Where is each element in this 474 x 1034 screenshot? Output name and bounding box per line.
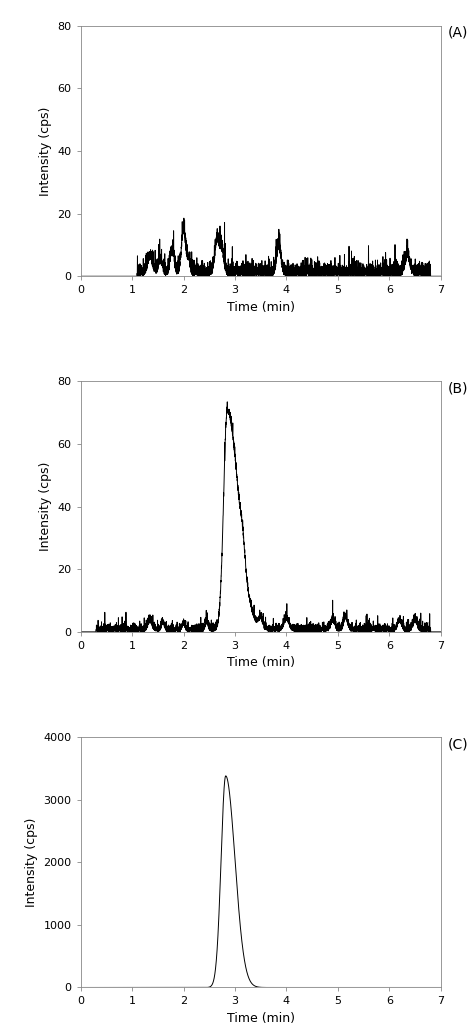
X-axis label: Time (min): Time (min) [227,657,295,669]
Text: (C): (C) [448,737,469,751]
X-axis label: Time (min): Time (min) [227,301,295,314]
Y-axis label: Intensity (cps): Intensity (cps) [39,462,52,551]
Y-axis label: Intensity (cps): Intensity (cps) [25,818,38,907]
Y-axis label: Intensity (cps): Intensity (cps) [39,107,52,195]
Text: (A): (A) [448,26,468,40]
X-axis label: Time (min): Time (min) [227,1012,295,1025]
Text: (B): (B) [448,382,468,395]
